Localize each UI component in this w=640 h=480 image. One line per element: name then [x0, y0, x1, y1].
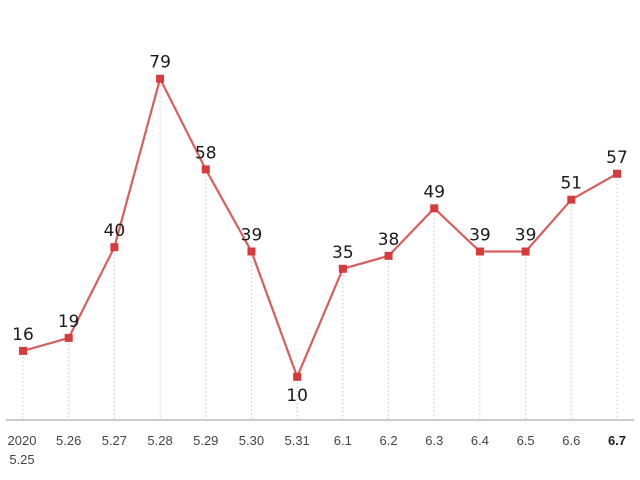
data-point	[338, 264, 347, 273]
vertical-guides	[22, 84, 618, 420]
data-point	[521, 247, 530, 256]
tick-label: 6.1	[334, 433, 352, 448]
tick-label-year: 2020	[8, 433, 37, 448]
value-label: 58	[195, 143, 217, 163]
tick-label: 6.4	[471, 433, 489, 448]
data-point	[613, 169, 621, 178]
tick-label: 6.3	[425, 433, 443, 448]
tick-label: 6.6	[562, 433, 580, 448]
value-label: 35	[332, 243, 354, 263]
tick-label: 5.29	[193, 433, 218, 448]
tick-label: 5.31	[284, 433, 309, 448]
value-label: 57	[606, 148, 628, 168]
value-label: 79	[149, 53, 171, 73]
value-label: 39	[515, 226, 537, 246]
series-line	[22, 77, 618, 378]
data-point	[64, 333, 73, 342]
tick-label: 5.28	[147, 433, 172, 448]
value-label: 49	[423, 182, 445, 202]
data-point	[156, 74, 165, 83]
x-tick-labels: 2020 5.25 5.26 5.27 5.28 5.29 5.30 5.31 6.1 6.2 6.…	[8, 433, 627, 467]
tick-label: 5.26	[56, 433, 81, 448]
value-label: 39	[241, 226, 263, 246]
tick-label: 6.7	[608, 433, 626, 448]
value-label: 40	[104, 221, 126, 241]
data-point	[475, 247, 484, 256]
data-point	[430, 204, 439, 213]
tick-label: 6.5	[517, 433, 535, 448]
data-point	[19, 346, 27, 355]
tick-label: 5.30	[239, 433, 264, 448]
data-point	[201, 165, 210, 174]
data-point	[567, 195, 576, 204]
value-label: 39	[469, 226, 491, 246]
value-labels: 16 19 40 79 58 39 10 35 38 49 39 39 51 57	[12, 53, 628, 406]
data-markers	[19, 74, 621, 381]
data-point	[110, 243, 119, 252]
value-label: 19	[58, 312, 80, 332]
tick-label: 5.27	[102, 433, 127, 448]
data-point	[384, 251, 393, 260]
value-label: 16	[12, 325, 34, 345]
tick-label: 6.2	[379, 433, 397, 448]
value-label: 10	[286, 386, 308, 406]
value-label: 51	[560, 174, 582, 194]
tick-label: 5.25	[9, 452, 34, 467]
data-point	[247, 247, 256, 256]
value-label: 38	[378, 230, 400, 250]
data-point	[293, 372, 302, 381]
